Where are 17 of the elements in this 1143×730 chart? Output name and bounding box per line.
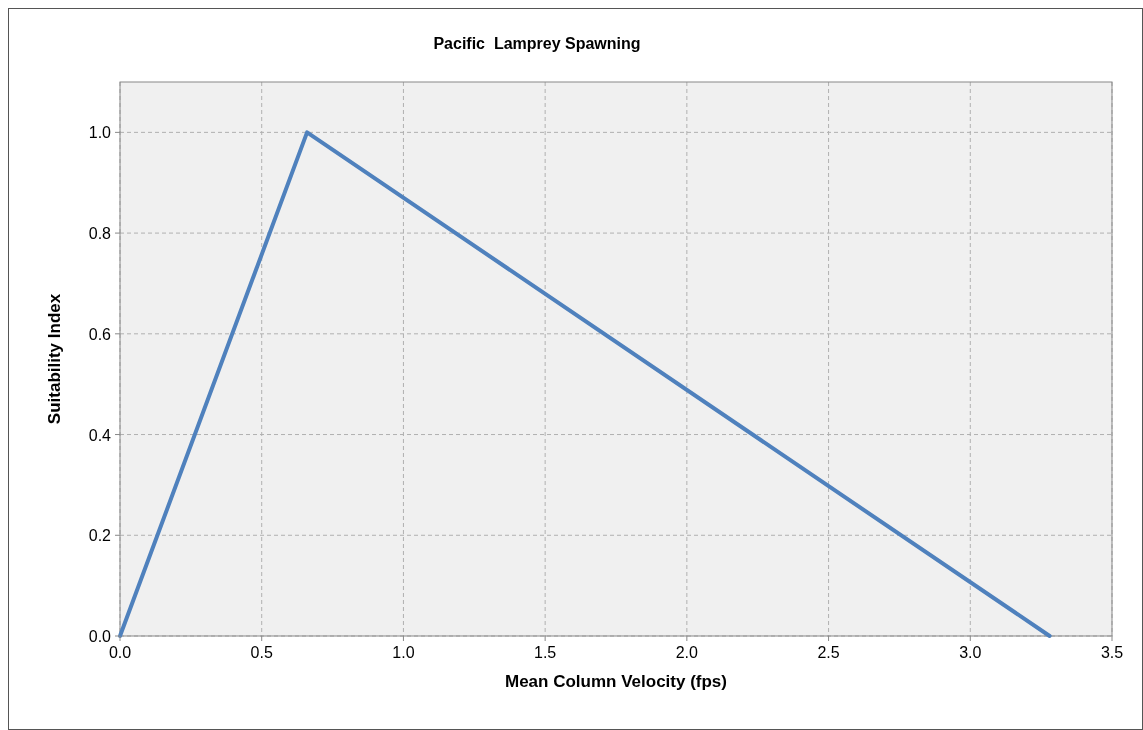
x-tick-label: 2.0 (675, 644, 699, 661)
y-tick-label: 0.2 (88, 527, 112, 545)
chart-title: Pacific Lamprey Spawning (433, 35, 641, 52)
x-tick-label: 3.5 (1100, 644, 1124, 661)
y-tick-label: 1.0 (88, 124, 112, 142)
y-axis-title: Suitability Index (45, 293, 64, 425)
y-tick-label: 0.6 (88, 325, 112, 343)
x-tick-label: 1.5 (534, 644, 557, 661)
y-tick-label: 0.8 (88, 225, 112, 243)
x-tick-label: 0.0 (108, 644, 132, 661)
x-tick-label: 2.5 (817, 644, 840, 661)
x-tick-label: 1.0 (392, 644, 415, 661)
y-tick-label: 0.0 (88, 628, 112, 645)
y-tick-label: 0.4 (88, 426, 112, 444)
x-tick-label: 0.5 (250, 644, 273, 661)
x-axis-title: Mean Column Velocity (fps) (505, 672, 727, 691)
x-tick-label: 3.0 (959, 644, 982, 661)
